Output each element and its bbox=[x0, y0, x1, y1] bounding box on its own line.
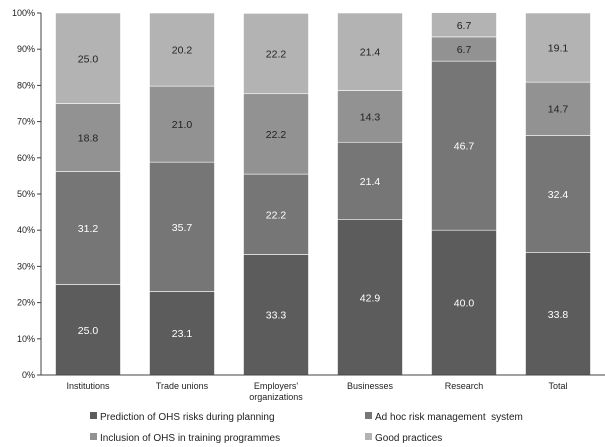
bar-segment bbox=[525, 135, 591, 253]
bar-segment bbox=[431, 229, 497, 376]
data-label: 22.2 bbox=[266, 209, 287, 221]
data-label: 21.4 bbox=[360, 47, 381, 59]
legend: Prediction of OHS risks during planning A… bbox=[90, 412, 523, 444]
legend-swatch bbox=[90, 412, 97, 419]
data-label: 14.3 bbox=[360, 111, 381, 123]
data-label: 14.7 bbox=[548, 104, 569, 116]
data-label: 23.1 bbox=[172, 328, 193, 340]
x-axis: Institutions Trade unions Employers'organi… bbox=[41, 374, 605, 402]
bar-segment bbox=[149, 12, 215, 87]
bar-segment bbox=[149, 291, 215, 376]
bar-segment bbox=[337, 141, 403, 221]
y-tick-label: 20% bbox=[17, 298, 35, 308]
data-label: 42.9 bbox=[360, 292, 381, 304]
bar-segment bbox=[337, 90, 403, 143]
bar-segment bbox=[55, 284, 121, 376]
x-tick-label: Employers' bbox=[254, 381, 299, 391]
y-tick-label: 10% bbox=[17, 334, 35, 344]
bar-segment bbox=[149, 161, 215, 292]
y-tick-label: 0% bbox=[22, 370, 35, 380]
x-tick-label: Businesses bbox=[347, 381, 394, 391]
data-labels-group: 25.0 31.2 18.8 25.0 23.1 35.7 21.0 20.2 33.3 22.2… bbox=[78, 20, 569, 340]
data-label: 19.1 bbox=[548, 43, 569, 55]
x-tick-label: Total bbox=[548, 381, 567, 391]
y-tick-label: 90% bbox=[17, 44, 35, 54]
y-tick-label: 40% bbox=[17, 225, 35, 235]
bar-segment bbox=[243, 173, 309, 255]
data-label: 6.7 bbox=[457, 20, 472, 32]
bars-group bbox=[55, 12, 591, 376]
legend-label: Ad hoc risk management system bbox=[375, 412, 523, 423]
y-tick-label: 100% bbox=[12, 8, 35, 18]
bar-segment bbox=[55, 171, 121, 285]
legend-label: Good practices bbox=[375, 433, 442, 444]
bar-segment bbox=[337, 12, 403, 91]
y-tick-label: 70% bbox=[17, 117, 35, 127]
legend-swatch bbox=[365, 412, 372, 419]
legend-swatch bbox=[90, 433, 97, 440]
data-label: 25.0 bbox=[78, 325, 99, 337]
data-label: 46.7 bbox=[454, 141, 475, 153]
bar-segment bbox=[243, 13, 309, 95]
data-label: 25.0 bbox=[78, 53, 99, 65]
x-tick-label: Trade unions bbox=[156, 381, 209, 391]
y-tick-label: 30% bbox=[17, 261, 35, 271]
data-label: 33.8 bbox=[548, 309, 569, 321]
bar-segment bbox=[149, 85, 215, 163]
x-tick-label: Research bbox=[445, 381, 484, 391]
data-label: 33.3 bbox=[266, 310, 287, 322]
legend-label: Prediction of OHS risks during planning bbox=[100, 412, 275, 423]
y-tick-label: 80% bbox=[17, 80, 35, 90]
bar-segment bbox=[337, 219, 403, 376]
y-axis: 0% 10% 20% 30% 40% 50% 60% 70% 80% 90% 100% bbox=[12, 8, 42, 380]
x-tick-label: Institutions bbox=[66, 381, 110, 391]
data-label: 40.0 bbox=[454, 298, 475, 310]
data-label: 22.2 bbox=[266, 129, 287, 141]
bar-segment bbox=[431, 60, 497, 231]
data-label: 32.4 bbox=[548, 189, 569, 201]
x-tick-label: organizations bbox=[249, 392, 303, 402]
bar-segment bbox=[55, 12, 121, 104]
data-label: 35.7 bbox=[172, 222, 193, 234]
data-label: 18.8 bbox=[78, 133, 99, 145]
data-label: 21.0 bbox=[172, 119, 193, 131]
data-label: 21.4 bbox=[360, 176, 381, 188]
y-tick-label: 60% bbox=[17, 153, 35, 163]
bar-segment bbox=[525, 12, 591, 83]
data-label: 6.7 bbox=[457, 44, 472, 56]
bar-segment bbox=[243, 93, 309, 175]
legend-swatch bbox=[365, 433, 372, 440]
data-label: 20.2 bbox=[172, 45, 193, 57]
data-label: 22.2 bbox=[266, 49, 287, 61]
legend-label: Inclusion of OHS in training programmes bbox=[100, 433, 280, 444]
bar-segment bbox=[431, 12, 497, 38]
data-label: 31.2 bbox=[78, 223, 99, 235]
bar-segment bbox=[431, 36, 497, 62]
bar-segment bbox=[525, 81, 591, 136]
y-tick-label: 50% bbox=[17, 189, 35, 199]
